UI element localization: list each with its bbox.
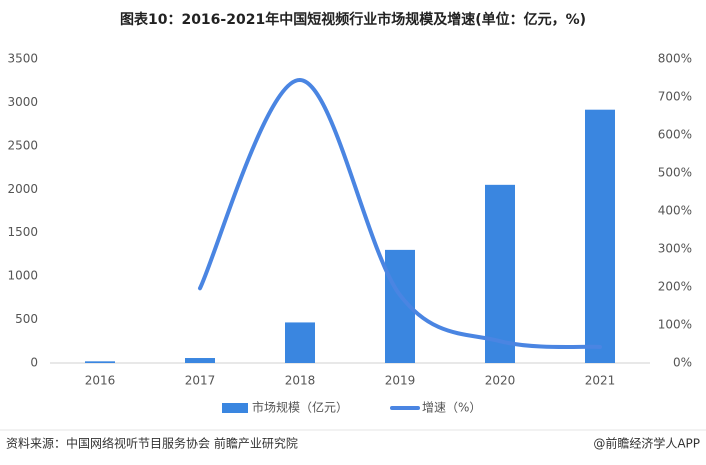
y-tick-label: 1000 <box>7 269 38 283</box>
y-tick-label: 2000 <box>7 182 38 196</box>
bar <box>285 322 315 363</box>
bar <box>585 109 615 364</box>
legend-label: 市场规模（亿元） <box>252 400 348 415</box>
y-tick-label: 2500 <box>7 138 38 152</box>
line <box>198 78 602 349</box>
legend-label: 增速（%） <box>422 401 481 415</box>
credit: @前瞻经济学人APP <box>593 436 700 451</box>
y2-tick-label: 400% <box>658 204 692 218</box>
y-tick-label: 500 <box>15 312 38 326</box>
y2-tick-label: 100% <box>658 318 692 332</box>
y2-tick-label: 300% <box>658 242 692 256</box>
x-tick-label: 2019 <box>385 374 416 388</box>
y2-tick-label: 700% <box>658 90 692 104</box>
y-tick-label: 1500 <box>7 225 38 239</box>
y2-tick-label: 200% <box>658 280 692 294</box>
y2-tick-label: 600% <box>658 128 692 142</box>
y-tick-label: 3000 <box>7 95 38 109</box>
source: 资料来源：中国网络视听节目服务协会 前瞻产业研究院 <box>6 436 298 451</box>
y2-tick-label: 500% <box>658 166 692 180</box>
y2-tick-label: 0% <box>673 356 692 370</box>
y-tick-label: 3500 <box>7 52 38 66</box>
y2-tick-label: 800% <box>658 52 692 66</box>
x-tick-label: 2016 <box>85 374 116 388</box>
bar <box>85 361 115 363</box>
x-tick-label: 2018 <box>285 374 316 388</box>
legend-swatch <box>222 403 248 413</box>
bar <box>185 358 215 363</box>
y-tick-label: 0 <box>30 356 38 370</box>
x-tick-label: 2021 <box>585 374 616 388</box>
chart-title: 图表10：2016-2021年中国短视频行业市场规模及增速(单位：亿元，%) <box>120 11 586 28</box>
x-tick-label: 2017 <box>185 374 216 388</box>
bar <box>485 184 515 363</box>
x-tick-label: 2020 <box>485 374 516 388</box>
